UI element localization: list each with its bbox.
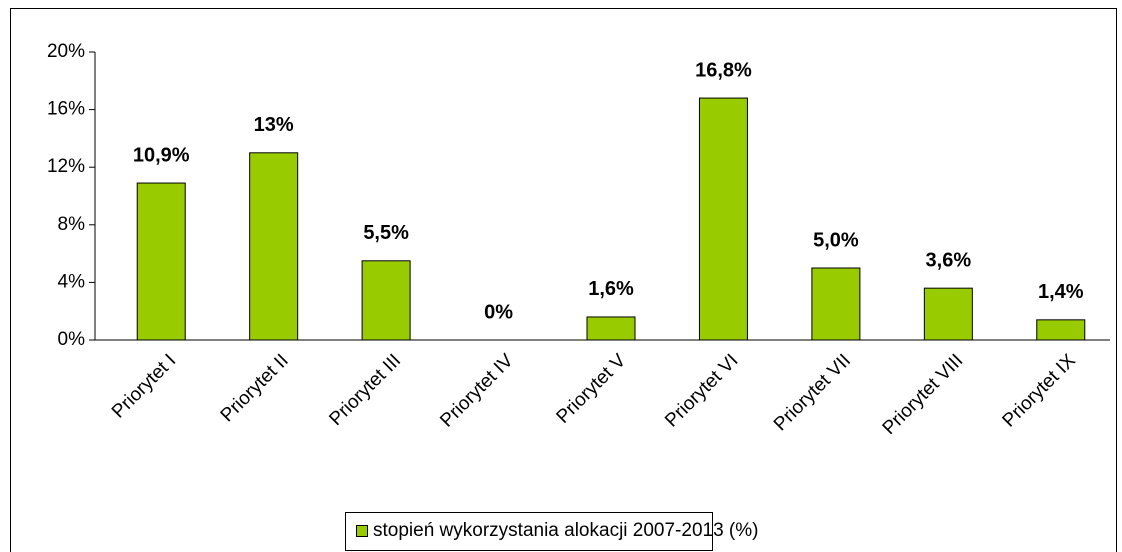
bar — [923, 287, 973, 341]
x-tick-label: Priorytet I — [108, 350, 180, 422]
bar — [1036, 319, 1086, 341]
value-label: 5,0% — [813, 229, 859, 251]
legend-swatch — [356, 525, 368, 537]
value-label: 3,6% — [926, 249, 972, 271]
x-tick-label: Priorytet III — [325, 350, 405, 430]
x-tick-label: Priorytet II — [217, 350, 293, 426]
value-label: 16,8% — [695, 59, 752, 81]
value-label: 10,9% — [133, 144, 190, 166]
bar — [249, 152, 299, 341]
value-label: 1,4% — [1038, 281, 1084, 303]
x-tick-label: Priorytet VIII — [879, 350, 968, 439]
legend-box — [345, 512, 713, 551]
value-label: 5,5% — [363, 222, 409, 244]
bar — [811, 267, 861, 341]
y-tick-label: 12% — [47, 156, 85, 177]
bar — [586, 316, 636, 341]
y-tick-label: 16% — [47, 99, 85, 120]
value-label: 0% — [484, 301, 513, 323]
chart-border — [10, 8, 1117, 552]
y-tick-label: 4% — [58, 271, 86, 292]
x-tick-label: Priorytet V — [553, 350, 631, 428]
value-label: 1,6% — [588, 278, 634, 300]
x-tick-label: Priorytet IX — [999, 350, 1081, 432]
value-label: 13% — [254, 114, 294, 136]
x-tick-label: Priorytet IV — [436, 350, 518, 432]
bar — [698, 97, 748, 341]
y-tick-label: 0% — [58, 329, 86, 350]
bar — [136, 182, 186, 341]
y-tick-label: 8% — [58, 214, 86, 235]
x-tick-label: Priorytet VII — [770, 350, 855, 435]
legend-label: stopień wykorzystania alokacji 2007-2013… — [373, 520, 758, 541]
x-tick-label: Priorytet VI — [661, 350, 742, 431]
y-tick-label: 20% — [47, 41, 85, 62]
bar — [361, 260, 411, 341]
